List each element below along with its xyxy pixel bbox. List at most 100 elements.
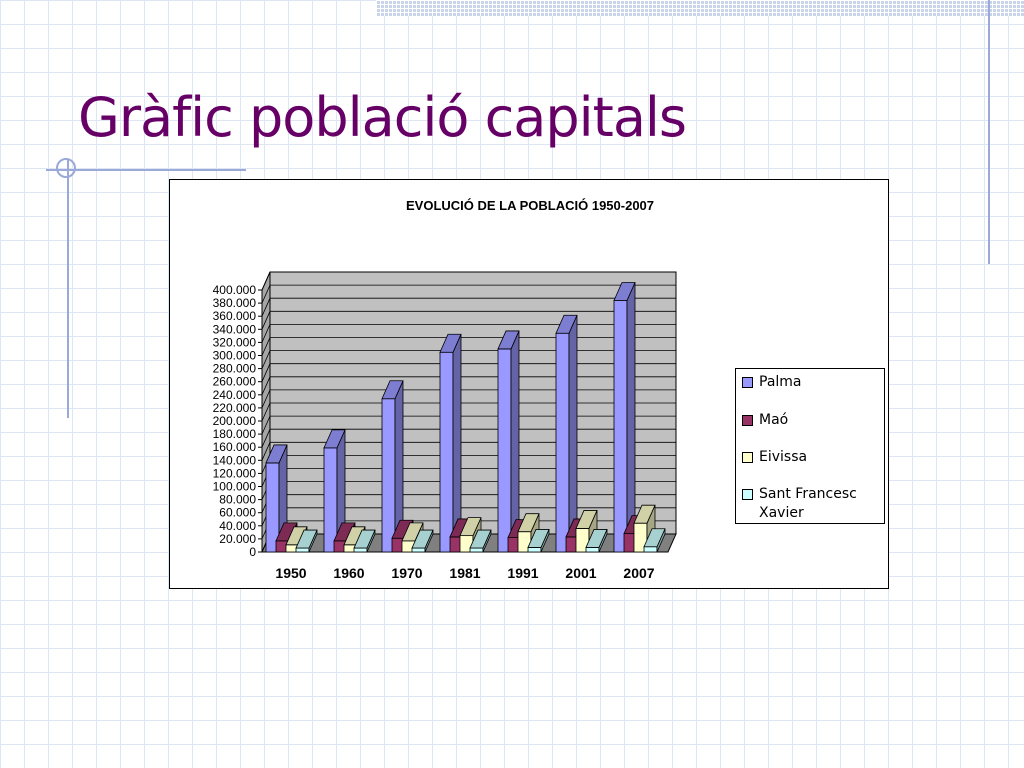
bar-eivissa-top — [633, 504, 656, 524]
legend-label-palma: Palma — [759, 374, 802, 390]
decor-line-right — [988, 0, 990, 264]
y-tick-label: 0 — [249, 545, 256, 559]
x-tick-label: 2001 — [565, 565, 596, 581]
legend-label-sant-francesc: Sant Francesc Xavier — [759, 486, 857, 521]
y-tick-label: 360.000 — [213, 309, 257, 323]
bar-palma-side — [568, 315, 578, 553]
bar-sant-francesc-xavier-top — [295, 529, 318, 549]
gridline — [261, 363, 676, 382]
bar-sant-francesc-xavier-top — [353, 529, 376, 549]
y-tick-label: 100.000 — [213, 480, 257, 494]
bar-palma-front — [439, 351, 454, 553]
bar-palma-front — [555, 332, 570, 553]
chart-svg: EVOLUCIÓ DE LA POBLACIÓ 1950-2007 020.00… — [213, 198, 677, 581]
bar-ma--top — [333, 522, 356, 542]
bar-sant-francesc-xavier-front — [295, 547, 310, 553]
x-tick-label: 1991 — [507, 565, 538, 581]
header-band — [376, 0, 1024, 16]
bar-ma--top — [275, 522, 298, 542]
bar-eivissa-top — [285, 526, 308, 546]
legend-item-sant-francesc: Sant Francesc Xavier — [742, 485, 879, 523]
gridline — [261, 428, 676, 448]
y-tick-label: 160.000 — [213, 440, 257, 454]
bar-palma-top — [613, 282, 636, 301]
gridline — [261, 402, 676, 422]
bar-sant-francesc-xavier-front — [469, 547, 484, 553]
gridline — [261, 350, 676, 369]
bar-eivissa-top — [575, 510, 598, 529]
bar-eivissa-top — [517, 513, 540, 533]
y-tick-label: 340.000 — [213, 322, 257, 336]
y-tick-label: 320.000 — [213, 335, 257, 349]
gridline — [261, 297, 676, 317]
y-tick-label: 20.000 — [219, 532, 256, 546]
decor-line-left — [67, 160, 69, 418]
bar-sant-francesc-xavier-top — [585, 529, 608, 548]
bar-palma-side — [510, 330, 520, 553]
y-tick-label: 40.000 — [219, 519, 256, 533]
bar-palma-side — [626, 282, 636, 553]
y-tick-label: 300.000 — [213, 349, 257, 363]
y-tick-label: 240.000 — [213, 388, 257, 402]
legend-label-eivissa: Eivissa — [759, 449, 808, 465]
chart-title: EVOLUCIÓ DE LA POBLACIÓ 1950-2007 — [406, 198, 654, 213]
y-tick-label: 220.000 — [213, 401, 257, 415]
bar-sant-francesc-xavier-top — [527, 529, 550, 548]
bar-sant-francesc-xavier-front — [585, 547, 600, 553]
gridline — [261, 441, 676, 461]
decor-ring-icon — [56, 158, 76, 178]
gridline — [261, 389, 676, 409]
bar-eivissa-top — [401, 522, 424, 542]
bar-ma--top — [391, 519, 414, 539]
gridline — [261, 376, 676, 395]
bar-palma-top — [323, 429, 346, 449]
bar-palma-top — [439, 333, 462, 353]
bar-sant-francesc-xavier-top — [469, 529, 492, 549]
legend-swatch-palma — [742, 377, 753, 388]
x-tick-label: 1960 — [333, 565, 364, 581]
bar-sant-francesc-xavier-front — [643, 546, 658, 553]
legend-item-palma: Palma — [742, 373, 879, 392]
y-tick-label: 260.000 — [213, 375, 257, 389]
bar-palma-top — [265, 444, 288, 464]
legend-swatch-eivissa — [742, 452, 753, 463]
gridline — [261, 284, 676, 304]
bar-sant-francesc-xavier-top — [643, 528, 666, 548]
y-tick-label: 200.000 — [213, 414, 257, 428]
y-tick-label: 120.000 — [213, 466, 257, 480]
legend-label-mao: Maó — [759, 412, 789, 428]
legend-item-mao: Maó — [742, 411, 879, 430]
bar-palma-front — [381, 398, 396, 553]
gridline — [261, 337, 676, 356]
legend-swatch-sant-francesc — [742, 489, 753, 500]
bar-sant-francesc-xavier-front — [411, 547, 426, 553]
x-tick-label: 1950 — [275, 565, 306, 581]
x-tick-label: 1970 — [391, 565, 422, 581]
gridline — [261, 310, 676, 330]
y-tick-label: 80.000 — [219, 493, 256, 507]
bar-palma-top — [381, 380, 404, 400]
title-underline — [46, 169, 246, 171]
y-tick-label: 140.000 — [213, 453, 257, 467]
y-tick-label: 400.000 — [213, 283, 257, 297]
x-tick-label: 1981 — [449, 565, 480, 581]
gridline — [261, 271, 676, 291]
bar-palma-front — [497, 348, 512, 553]
slide-title: Gràfic població capitals — [78, 86, 687, 149]
bar-palma-front — [613, 300, 628, 553]
gridline — [261, 323, 676, 343]
y-tick-label: 380.000 — [213, 296, 257, 310]
bar-sant-francesc-xavier-front — [527, 547, 542, 553]
y-tick-label: 60.000 — [219, 506, 256, 520]
chart-legend: Palma Maó Eivissa Sant Francesc Xavier — [735, 368, 885, 524]
x-tick-label: 2007 — [623, 565, 654, 581]
bar-eivissa-top — [343, 526, 366, 546]
bar-palma-front — [323, 447, 338, 553]
y-tick-label: 280.000 — [213, 362, 257, 376]
bar-palma-top — [555, 314, 578, 334]
bar-sant-francesc-xavier-top — [411, 529, 434, 549]
bar-palma-top — [497, 330, 520, 350]
legend-item-eivissa: Eivissa — [742, 448, 879, 467]
bar-eivissa-top — [459, 517, 482, 537]
legend-swatch-mao — [742, 415, 753, 426]
